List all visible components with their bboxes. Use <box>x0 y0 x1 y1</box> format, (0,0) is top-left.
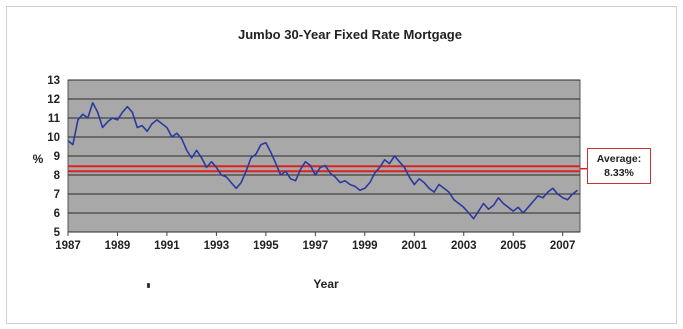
average-label: Average: <box>596 153 642 165</box>
x-tick-label-1: 1989 <box>105 240 131 252</box>
y-tick-label-5: 10 <box>47 132 60 144</box>
x-tick-label-3: 1993 <box>204 240 230 252</box>
average-value: 8.33% <box>604 167 634 179</box>
x-tick-label-10: 2007 <box>550 240 576 252</box>
x-tick-label-2: 1991 <box>154 240 180 252</box>
average-annotation: Average: 8.33% <box>587 148 651 184</box>
x-tick-label-5: 1997 <box>303 240 329 252</box>
y-tick-label-7: 12 <box>47 94 60 106</box>
x-tick-label-0: 1987 <box>55 240 81 252</box>
y-tick-label-1: 6 <box>54 208 60 220</box>
series-line-0 <box>67 102 578 220</box>
chart-title: Jumbo 30-Year Fixed Rate Mortgage <box>238 27 462 42</box>
x-tick-label-7: 2001 <box>401 240 427 252</box>
y-tick-label-0: 5 <box>54 227 61 239</box>
stray-mark <box>147 283 150 288</box>
x-tick-label-9: 2005 <box>500 240 526 252</box>
x-tick-label-8: 2003 <box>451 240 477 252</box>
y-tick-label-4: 9 <box>54 151 60 163</box>
y-axis-label: % <box>33 152 44 166</box>
y-tick-label-3: 8 <box>54 170 61 182</box>
y-tick-label-8: 13 <box>47 75 60 87</box>
y-tick-label-6: 11 <box>48 113 61 125</box>
x-tick-label-4: 1995 <box>253 240 279 252</box>
x-axis-label: Year <box>313 277 339 291</box>
y-tick-label-2: 7 <box>54 189 60 201</box>
plot-area: 5 6 7 8 9 10 11 12 13 1987 1989 1991 1993 1995 1997 199… <box>47 75 587 252</box>
x-tick-label-6: 1999 <box>352 240 378 252</box>
